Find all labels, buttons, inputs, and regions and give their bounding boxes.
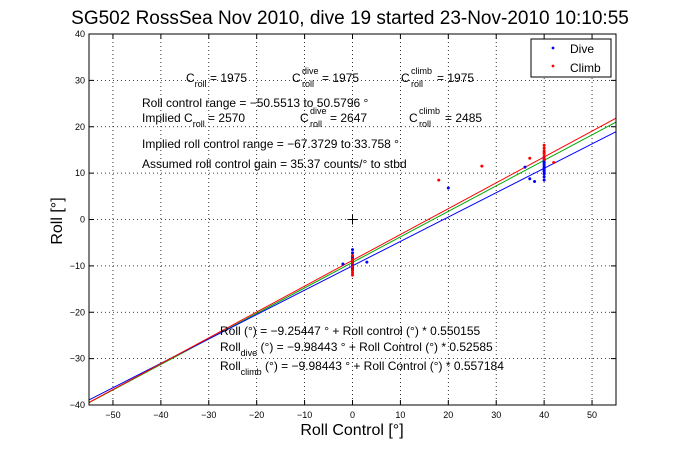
- x-tick-label: 0: [350, 410, 355, 420]
- center-marker: [347, 214, 358, 225]
- y-tick-label: 0: [80, 215, 85, 225]
- annotation-c-roll-dive-value: = 1975: [322, 71, 359, 85]
- y-tick-label: 20: [75, 122, 85, 132]
- y-tick-label: −10: [70, 261, 85, 271]
- dive-point: [542, 166, 546, 170]
- x-tick-label: −30: [201, 410, 216, 420]
- annotation-eq-climb: Rollclimb (°) = −9.98443 ° + Roll Contro…: [220, 359, 504, 377]
- annotation-implied-c-roll: Implied Croll = 2570: [142, 111, 245, 129]
- y-tick-label: −30: [70, 354, 85, 364]
- legend-dive-label: Dive: [570, 42, 594, 56]
- climb-point: [437, 178, 441, 182]
- dive-point: [341, 262, 345, 266]
- x-tick-label: 20: [443, 410, 453, 420]
- climb-point: [351, 259, 354, 263]
- annotation-implied-c-roll-climb: C: [409, 111, 418, 125]
- y-axis-label: Roll [°]: [49, 197, 66, 244]
- dive-point: [351, 251, 354, 255]
- climb-point: [480, 164, 484, 168]
- dive-point: [351, 248, 354, 252]
- x-tick-label: −40: [153, 410, 168, 420]
- annotation-implied-c-roll-dive-sup: dive: [310, 106, 327, 116]
- climb-point: [351, 265, 354, 269]
- dive-point: [542, 178, 546, 182]
- dive-point: [542, 169, 546, 173]
- x-axis-label: Roll Control [°]: [300, 422, 403, 439]
- climb-point: [351, 254, 354, 258]
- annotation-roll-control-range: Roll control range = −50.5513 to 50.5796…: [142, 96, 368, 110]
- annotation-c-roll-climb-sub: roll: [411, 79, 423, 89]
- annotation-implied-c-roll-dive-value: = 2647: [330, 111, 367, 125]
- annotation-eq-all: Roll (°) = −9.25447 ° + Roll control (°)…: [220, 324, 481, 338]
- climb-point: [552, 160, 556, 164]
- y-tick-label: 40: [75, 29, 85, 39]
- climb-point: [351, 271, 354, 275]
- climb-point: [542, 150, 546, 154]
- climb-point: [351, 268, 354, 272]
- annotation-implied-c-roll-climb-sub: roll: [419, 119, 431, 129]
- chart-title: SG502 RossSea Nov 2010, dive 19 started …: [71, 8, 629, 29]
- x-tick-label: −50: [105, 410, 120, 420]
- annotation-c-roll-dive: C: [292, 71, 301, 85]
- climb-point: [351, 273, 354, 277]
- x-tick-label: 10: [395, 410, 405, 420]
- dive-point: [528, 177, 532, 181]
- annotation-implied-c-roll-dive-sub: roll: [310, 119, 322, 129]
- legend: Dive Climb: [530, 38, 612, 78]
- annotation-c-roll-dive-sup: dive: [302, 66, 319, 76]
- annotation-c-roll: Croll = 1975: [186, 71, 247, 89]
- y-tick-labels: −40 −30 −20 −10 0 10 20 30 40: [70, 29, 85, 410]
- climb-point: [542, 143, 546, 147]
- axis-ticks: [89, 33, 616, 406]
- climb-point: [542, 154, 546, 158]
- annotation-assumed-gain: Assumed roll control gain = 35.37 counts…: [142, 157, 407, 171]
- dive-point: [523, 165, 527, 169]
- climb-point: [542, 146, 546, 150]
- annotation-implied-c-roll-climb-sup: climb: [419, 106, 440, 116]
- x-tick-label: 50: [587, 410, 597, 420]
- y-tick-label: −40: [70, 400, 85, 410]
- y-tick-label: 10: [75, 168, 85, 178]
- annotation-implied-c-roll-climb-value: = 2485: [445, 111, 482, 125]
- dive-point: [542, 172, 546, 176]
- x-tick-label: 40: [539, 410, 549, 420]
- legend-climb-marker: [551, 64, 555, 68]
- annotation-c-roll-climb-value: = 1975: [437, 71, 474, 85]
- y-tick-label: 30: [75, 75, 85, 85]
- dive-point: [542, 175, 546, 179]
- annotation-eq-dive: Rolldive (°) = −9.98443 ° + Roll Control…: [220, 340, 493, 358]
- y-tick-label: −20: [70, 307, 85, 317]
- dive-point: [446, 186, 450, 190]
- annotation-implied-range: Implied roll control range = −67.3729 to…: [142, 137, 399, 151]
- x-tick-label: −10: [297, 410, 312, 420]
- legend-climb-label: Climb: [570, 61, 601, 75]
- legend-dive-marker: [551, 46, 555, 50]
- dive-point: [365, 260, 369, 264]
- annotation-implied-c-roll-dive: C: [300, 111, 309, 125]
- dive-point: [533, 179, 537, 183]
- x-tick-labels: −50 −40 −30 −20 −10 0 10 20 30 40 50: [105, 410, 597, 420]
- x-tick-label: −20: [249, 410, 264, 420]
- annotation-c-roll-climb: C: [401, 71, 410, 85]
- annotations: Croll = 1975 C dive roll = 1975 C climb …: [142, 66, 504, 377]
- annotation-c-roll-climb-sup: climb: [411, 66, 432, 76]
- data-points: [341, 143, 556, 277]
- annotation-c-roll-dive-sub: roll: [302, 79, 314, 89]
- climb-point: [542, 157, 546, 161]
- x-tick-label: 30: [491, 410, 501, 420]
- dive-point: [542, 161, 546, 165]
- legend-box: [530, 38, 612, 78]
- climb-point: [528, 156, 532, 160]
